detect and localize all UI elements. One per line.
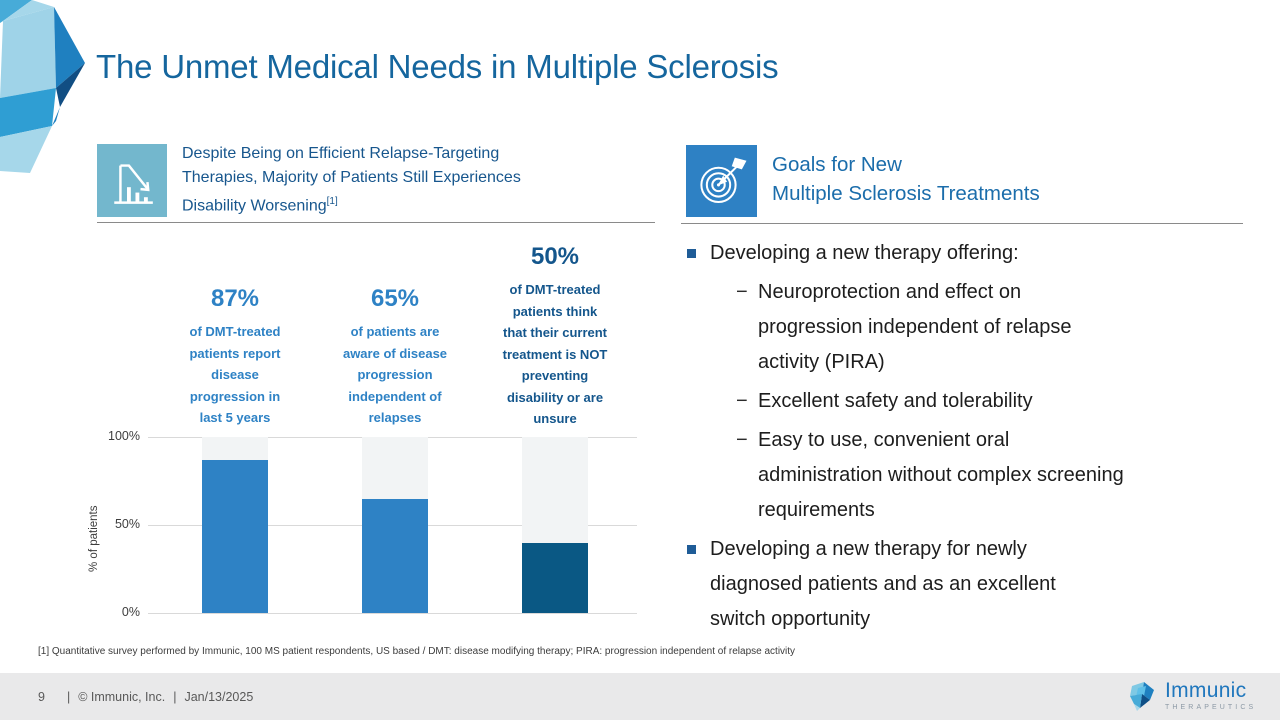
target-icon bbox=[686, 145, 757, 217]
footer-meta: 9 | © Immunic, Inc. | Jan/13/2025 bbox=[38, 673, 261, 720]
footer-separator: | bbox=[66, 689, 71, 704]
logo-text: Immunic THERAPEUTICS bbox=[1165, 680, 1256, 711]
footer-bar: 9 | © Immunic, Inc. | Jan/13/2025 Immuni… bbox=[0, 673, 1280, 720]
stat-description-3: of DMT-treated patients think that their… bbox=[502, 282, 608, 426]
right-panel-heading-line2: Multiple Sclerosis Treatments bbox=[772, 182, 1040, 205]
bullet-item-1: Developing a new therapy offering: bbox=[686, 236, 1248, 271]
bullet-item-2: Developing a new therapy for newly diagn… bbox=[686, 532, 1248, 637]
bullet-text: Neuroprotection and effect on progressio… bbox=[758, 281, 1072, 373]
dash-bullet-icon: − bbox=[736, 429, 748, 451]
sub-bullet-item-2: − Excellent safety and tolerability bbox=[686, 384, 1248, 419]
bullet-text: Developing a new therapy for newly diagn… bbox=[710, 538, 1056, 630]
square-bullet-icon bbox=[687, 249, 696, 258]
left-panel-heading-text: Despite Being on Efficient Relapse-Targe… bbox=[182, 145, 521, 215]
page-number: 9 bbox=[38, 689, 45, 704]
y-axis-label: % of patients bbox=[88, 505, 100, 573]
goals-bullet-list: Developing a new therapy offering: − Neu… bbox=[686, 236, 1248, 641]
bar-3 bbox=[522, 543, 588, 613]
logo-name: Immunic bbox=[1165, 679, 1247, 702]
bar-2 bbox=[362, 499, 428, 613]
company-logo: Immunic THERAPEUTICS bbox=[1128, 680, 1256, 712]
sub-bullet-item-1: − Neuroprotection and effect on progress… bbox=[686, 275, 1248, 380]
footnote: [1] Quantitative survey performed by Imm… bbox=[38, 646, 796, 657]
y-tick-100: 100% bbox=[108, 429, 140, 443]
stat-description-2: of patients are aware of disease progres… bbox=[342, 324, 448, 425]
bar-1 bbox=[202, 460, 268, 613]
right-panel-divider bbox=[681, 223, 1243, 224]
footer-date: Jan/13/2025 bbox=[184, 689, 254, 704]
left-panel-heading: Despite Being on Efficient Relapse-Targe… bbox=[182, 142, 662, 218]
logo-subtext: THERAPEUTICS bbox=[1165, 704, 1257, 711]
sub-bullet-item-3: − Easy to use, convenient oral administr… bbox=[686, 423, 1248, 528]
bar-track-2 bbox=[362, 437, 428, 613]
corner-gem-graphic bbox=[0, 0, 85, 173]
gridline-0 bbox=[148, 613, 637, 614]
slide-title: The Unmet Medical Needs in Multiple Scle… bbox=[96, 48, 779, 85]
dash-bullet-icon: − bbox=[736, 390, 748, 412]
chart-column-label-3: 50% of DMT-treated patients think that t… bbox=[469, 243, 641, 430]
stat-description-1: of DMT-treated patients report disease p… bbox=[189, 324, 281, 425]
bar-track-3 bbox=[522, 437, 588, 613]
bullet-text: Excellent safety and tolerability bbox=[758, 390, 1033, 412]
stat-value-2: 65% bbox=[370, 285, 420, 312]
footer-separator: | bbox=[173, 689, 177, 704]
bar-track-1 bbox=[202, 437, 268, 613]
y-tick-50: 50% bbox=[114, 517, 140, 531]
declining-bar-chart-icon bbox=[97, 144, 167, 217]
y-tick-0: 0% bbox=[121, 605, 140, 619]
right-panel-heading: Goals for New Multiple Sclerosis Treatme… bbox=[772, 150, 1040, 208]
stat-value-3: 50% bbox=[530, 243, 580, 270]
right-panel-heading-line1: Goals for New bbox=[772, 153, 902, 176]
square-bullet-icon bbox=[687, 545, 696, 554]
footnote-reference: [1] bbox=[326, 196, 338, 207]
chart-column-label-1: 87% of DMT-treated patients report disea… bbox=[150, 285, 320, 429]
dash-bullet-icon: − bbox=[736, 281, 748, 303]
bullet-text: Developing a new therapy offering: bbox=[710, 242, 1019, 264]
left-panel-divider bbox=[97, 222, 655, 223]
stat-value-1: 87% bbox=[210, 285, 260, 312]
gem-logo-icon bbox=[1130, 682, 1154, 711]
footer-copyright: © Immunic, Inc. bbox=[78, 689, 166, 704]
bar-chart: 100% 50% 0% % of patients bbox=[88, 429, 637, 619]
chart-column-label-2: 65% of patients are aware of disease pro… bbox=[310, 285, 480, 429]
bullet-text: Easy to use, convenient oral administrat… bbox=[758, 429, 1124, 521]
